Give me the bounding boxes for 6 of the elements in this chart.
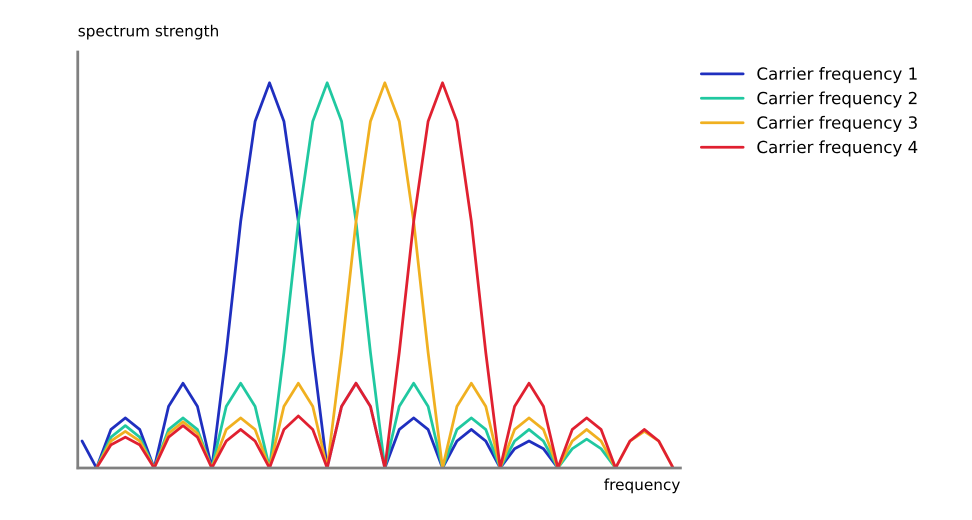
y-axis-title: spectrum strength: [78, 24, 218, 40]
legend-label: Carrier frequency 4: [757, 140, 918, 157]
x-axis-title: frequency: [604, 478, 680, 494]
legend-label: Carrier frequency 2: [757, 91, 917, 108]
legend-label: Carrier frequency 3: [757, 116, 917, 132]
legend-label: Carrier frequency 1: [757, 67, 917, 84]
